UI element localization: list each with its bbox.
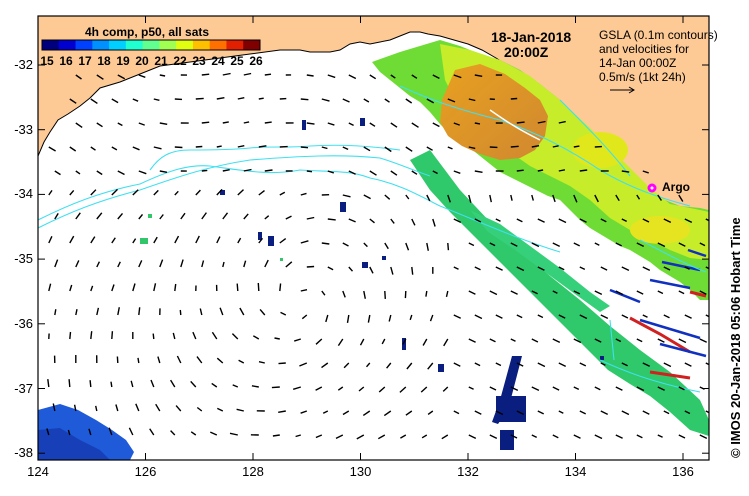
sst-yellow-patch [572, 132, 628, 168]
sst-cold-coastal [609, 248, 707, 358]
colorbar-tick-label: 21 [154, 54, 168, 68]
legend-scale-arrow [610, 86, 635, 94]
colorbar-segment [209, 40, 227, 50]
colorbar-segment [192, 40, 211, 50]
y-tick-label: -36 [14, 315, 33, 331]
colorbar-segment [159, 40, 177, 50]
sst-cold-patches [54, 118, 604, 450]
y-tick-label: -37 [14, 380, 33, 396]
colorbar [41, 39, 261, 51]
colorbar-segment [109, 40, 127, 50]
colorbar-tick-label: 26 [249, 54, 263, 68]
colorbar-tick-label: 23 [192, 54, 206, 68]
x-tick-label: 132 [457, 464, 479, 479]
colorbar-segment [142, 40, 160, 50]
legend-line-4: 0.5m/s (1kt 24h) [599, 70, 686, 84]
legend-line-2: and velocities for [599, 42, 690, 56]
colorbar-tick-label: 22 [173, 54, 187, 68]
legend-line-3: 14-Jan 00:00Z [599, 56, 677, 70]
colorbar-segment [75, 40, 93, 50]
colorbar-tick-label: 16 [59, 54, 73, 68]
colorbar-tick-label: 25 [230, 54, 244, 68]
x-tick-label: 130 [349, 464, 372, 479]
side-credit-label: © IMOS 20-Jan-2018 05:06 Hobart Time [728, 217, 743, 458]
date-label: 18-Jan-2018 [491, 29, 572, 45]
colorbar-tick-label: 17 [78, 54, 92, 68]
argo-label: Argo [662, 180, 690, 194]
axis-ticks [37, 16, 709, 460]
x-tick-label: 124 [27, 464, 49, 479]
y-tick-label: -34 [14, 186, 33, 202]
x-tick-label: 136 [672, 464, 694, 479]
time-label: 20:00Z [504, 44, 549, 60]
gsla-coastal-contour [489, 109, 691, 327]
sst-inner-band [470, 210, 610, 312]
y-tick-label: -35 [14, 251, 33, 267]
x-tick-label: 134 [564, 464, 587, 479]
argo-marker [647, 183, 657, 193]
colorbar-segment [125, 40, 144, 50]
y-tick-label: -38 [14, 445, 33, 461]
sst-yellow-patch-2 [630, 216, 690, 244]
colorbar-segment [58, 40, 77, 50]
colorbar-tick-label: 24 [211, 54, 225, 68]
colorbar-tick-label: 19 [116, 54, 130, 68]
colorbar-segment [243, 40, 261, 50]
x-tick-label: 126 [134, 464, 157, 479]
x-tick-label: 128 [242, 464, 264, 479]
colorbar-tick-label: 15 [40, 54, 54, 68]
colorbar-segment [92, 40, 110, 50]
colorbar-tick-label: 20 [135, 54, 149, 68]
velocity-arrows [46, 72, 709, 440]
colorbar-segment [226, 40, 244, 50]
colorbar-segment [42, 40, 60, 50]
map-frame [37, 15, 710, 461]
sst-cold-corner-dark [38, 428, 110, 460]
y-tick-label: -33 [14, 121, 33, 137]
sst-warm-coastal [629, 290, 707, 380]
gsla-contours [38, 85, 707, 393]
colorbar-segment [176, 40, 194, 50]
colorbar-tick-label: 18 [97, 54, 111, 68]
y-tick-label: -32 [14, 57, 33, 72]
colorbar-title: 4h comp, p50, all sats [85, 25, 210, 39]
legend-line-1: GSLA (0.1m contours) [599, 28, 718, 42]
